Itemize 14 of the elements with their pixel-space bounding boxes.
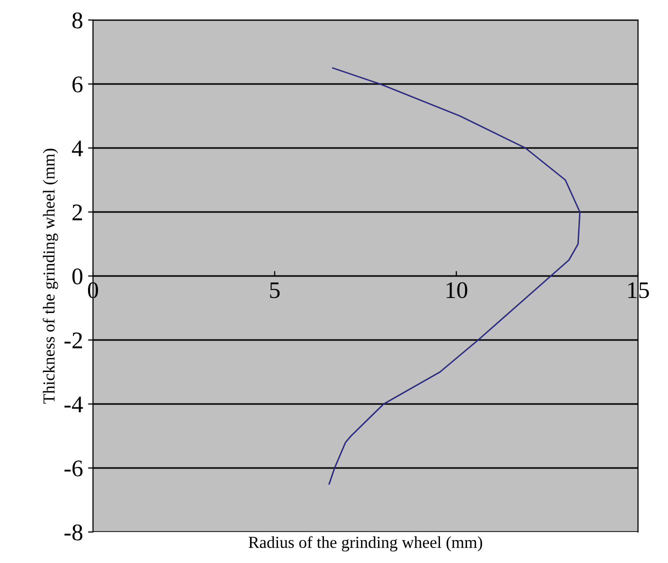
y-tick-label: -6	[64, 460, 83, 476]
y-tick-label: 2	[72, 204, 82, 220]
x-tick-label: 10	[446, 282, 468, 298]
y-tick-label: -8	[64, 524, 82, 540]
y-tick-label: -4	[64, 396, 83, 412]
y-tick-label: 8	[72, 12, 82, 28]
y-tick-label: 6	[72, 76, 83, 92]
y-tick-label: -2	[64, 332, 82, 348]
y-axis-title: Thickness of the grinding wheel (mm)	[42, 148, 58, 404]
y-tick-label: 0	[72, 268, 82, 284]
x-axis-title: Radius of the grinding wheel (mm)	[248, 536, 482, 552]
x-tick-label: 5	[270, 282, 280, 298]
y-tick-label: 4	[72, 140, 83, 156]
line-series	[328, 67, 581, 485]
